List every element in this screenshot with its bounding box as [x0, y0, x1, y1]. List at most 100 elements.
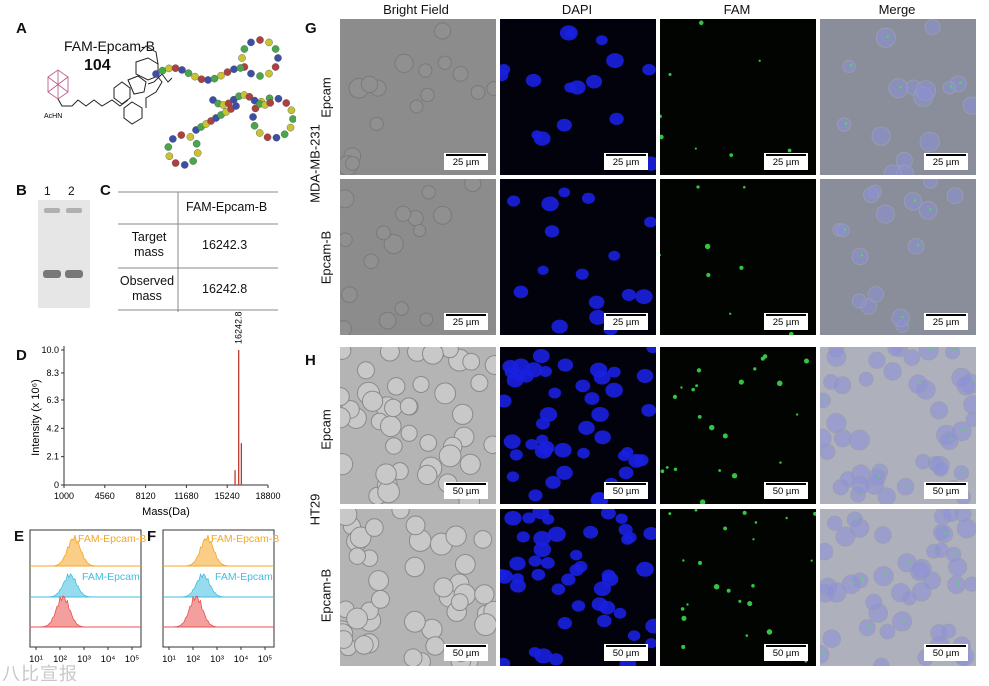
- scale-bar-label: 50 µm: [612, 486, 640, 497]
- cell: [820, 644, 830, 664]
- cell: [636, 561, 654, 577]
- micrograph-cells: [660, 354, 810, 504]
- g-row-label-epcam-b: Epcam-B: [318, 230, 334, 285]
- cell: [956, 518, 976, 539]
- target-mass-value: 16242.3: [202, 238, 248, 252]
- peptide-bead: [256, 72, 264, 80]
- cell: [779, 461, 782, 464]
- cell: [383, 398, 403, 418]
- peptide-bead: [171, 159, 180, 167]
- cell: [646, 347, 656, 354]
- cell: [609, 112, 624, 126]
- cell: [532, 348, 550, 364]
- d-y-tick-label: 0: [54, 480, 59, 490]
- peptide-bead: [266, 99, 274, 107]
- cell: [738, 599, 742, 603]
- cell: [418, 63, 433, 78]
- peptide-bead: [210, 74, 219, 83]
- peptide-bead: [287, 106, 296, 115]
- cell: [939, 430, 959, 451]
- cell: [340, 232, 353, 247]
- cell: [706, 272, 711, 278]
- peptide-bead: [249, 113, 257, 121]
- cell: [379, 415, 402, 438]
- cell: [558, 187, 571, 198]
- cell: [425, 636, 445, 656]
- peptide-bead: [240, 45, 249, 53]
- scale-bar-label: 50 µm: [772, 648, 800, 659]
- flow-histogram: [163, 595, 274, 628]
- d-x-tick-label: 15240: [215, 491, 240, 501]
- cell: [452, 65, 469, 82]
- cell: [842, 59, 856, 73]
- scale-bar-label: 25 µm: [452, 157, 480, 168]
- cell: [470, 373, 489, 392]
- peptide-bead: [238, 54, 246, 62]
- cell: [403, 610, 426, 633]
- flow-series-label: FAM-Epcam-B: [211, 533, 279, 545]
- cell: [691, 387, 695, 392]
- cell: [901, 590, 917, 606]
- scale-bar-label: 25 µm: [932, 317, 960, 328]
- scale-bar: 25 µm: [444, 313, 488, 330]
- scale-bar-line: [446, 483, 486, 485]
- d-y-tick-label: 6.3: [46, 395, 59, 405]
- scale-bar-line: [926, 483, 966, 485]
- scale-bar-line: [606, 154, 646, 156]
- cell: [718, 469, 722, 472]
- peptide-bead: [204, 76, 212, 84]
- d-y-tick-label: 8.3: [46, 368, 59, 378]
- cell: [547, 526, 566, 542]
- d-x-tick-label: 11680: [174, 491, 198, 501]
- cell: [915, 80, 937, 101]
- cell: [672, 394, 678, 400]
- cell: [500, 568, 508, 581]
- cell: [731, 473, 738, 479]
- cell: [360, 75, 379, 94]
- cell: [820, 542, 834, 561]
- micrograph-cells: [340, 22, 496, 175]
- scale-bar-label: 50 µm: [932, 648, 960, 659]
- cell: [887, 347, 904, 357]
- cell: [464, 179, 482, 193]
- cell: [827, 515, 843, 531]
- micrograph-cells: [507, 187, 656, 335]
- d-x-axis-label: Mass(Da): [142, 506, 190, 518]
- cell: [865, 593, 883, 611]
- panel-label-g: G: [305, 20, 317, 37]
- panel-label-c: C: [100, 182, 111, 199]
- h-row-label-epcam-b: Epcam-B: [318, 568, 334, 623]
- scale-bar-line: [606, 645, 646, 647]
- cell: [644, 216, 656, 228]
- peptide-bead: [165, 64, 173, 73]
- peptide-bead: [178, 66, 186, 74]
- cell: [826, 582, 847, 603]
- cell: [642, 63, 656, 76]
- mass-spectrum-chart: 1000 4560 8120 11680 15240 18800 0 2.1 4.2 6.3 8.3…: [30, 311, 281, 518]
- flow-x-tick-label: 10²: [186, 654, 200, 665]
- cell: [356, 361, 375, 380]
- micrograph-g-row2-bf: 25 µm: [340, 179, 496, 335]
- cell: [681, 644, 686, 649]
- column-header-dapi: DAPI: [561, 2, 593, 17]
- cell: [348, 547, 367, 565]
- cell: [349, 526, 372, 549]
- cell: [628, 453, 645, 468]
- cell: [892, 611, 913, 632]
- cell: [963, 395, 976, 415]
- cell: [742, 510, 747, 515]
- scale-bar: 50 µm: [444, 644, 488, 661]
- scale-bar-label: 50 µm: [772, 486, 800, 497]
- peptide-bead: [217, 71, 225, 80]
- h-cell-line-label: HT29: [307, 493, 323, 526]
- cell: [948, 557, 968, 577]
- micrograph-h-row1-fam: 50 µm: [660, 347, 816, 504]
- micrograph-cells: [500, 509, 656, 666]
- cell: [726, 588, 731, 593]
- micrograph-cells: [340, 179, 482, 335]
- cell: [500, 394, 512, 408]
- d-x-tick-label: 18800: [255, 491, 280, 501]
- cell: [788, 331, 794, 335]
- cell: [613, 607, 627, 619]
- lane-2-label: 2: [68, 184, 75, 198]
